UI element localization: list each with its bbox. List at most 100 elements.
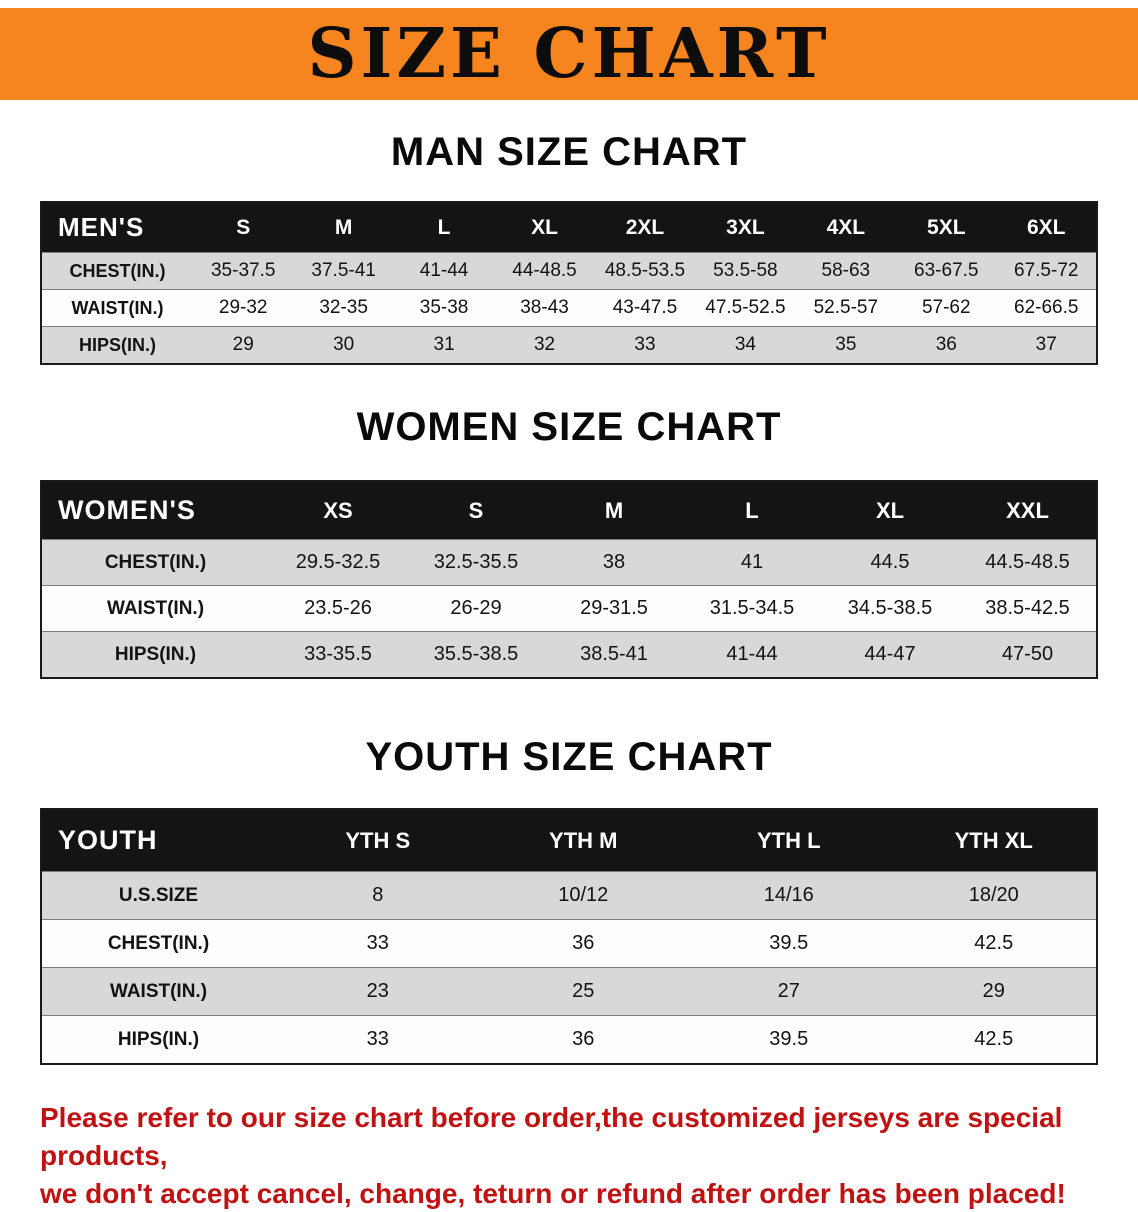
women-size-section: WOMEN SIZE CHART WOMEN'S XS S M L XL XXL CHEST(… (0, 405, 1138, 679)
size-value: 33-35.5 (269, 631, 407, 678)
size-value: 38.5-42.5 (959, 585, 1097, 632)
size-value: 38 (545, 539, 683, 586)
size-value: 31 (393, 326, 495, 364)
size-value: 23 (275, 967, 481, 1016)
size-value: 41-44 (393, 252, 495, 290)
size-value: 47-50 (959, 631, 1097, 678)
size-value: 67.5-72 (996, 252, 1097, 290)
table-row: HIPS(IN.) 29 30 31 32 33 34 35 36 37 (41, 326, 1097, 364)
size-value: 29 (891, 967, 1097, 1016)
table-row: CHEST(IN.) 33 36 39.5 42.5 (41, 919, 1097, 968)
table-row: HIPS(IN.) 33 36 39.5 42.5 (41, 1015, 1097, 1064)
table-header-row: YOUTH YTH S YTH M YTH L YTH XL (41, 809, 1097, 872)
size-column-header: YTH XL (891, 809, 1097, 872)
row-label: HIPS(IN.) (41, 631, 269, 678)
men-size-table: MEN'S S M L XL 2XL 3XL 4XL 5XL 6XL CHEST(IN.) 35-37… (40, 201, 1098, 365)
size-value: 35-38 (393, 289, 495, 327)
size-value: 29 (193, 326, 294, 364)
size-value: 10/12 (480, 871, 686, 920)
size-value: 30 (293, 326, 394, 364)
size-value: 27 (686, 967, 892, 1016)
table-row: CHEST(IN.) 35-37.5 37.5-41 41-44 44-48.5 48.5… (41, 252, 1097, 290)
size-value: 62-66.5 (996, 289, 1097, 327)
size-column-header: 4XL (795, 202, 897, 253)
table-header-row: WOMEN'S XS S M L XL XXL (41, 481, 1097, 540)
order-policy-line-1: Please refer to our size chart before or… (40, 1102, 1063, 1171)
size-value: 25 (480, 967, 686, 1016)
size-value: 38-43 (494, 289, 595, 327)
size-value: 18/20 (891, 871, 1097, 920)
size-column-header: YTH L (686, 809, 892, 872)
size-column-header: XXL (959, 481, 1097, 540)
size-value: 35.5-38.5 (407, 631, 545, 678)
row-label: HIPS(IN.) (41, 326, 193, 364)
row-label: CHEST(IN.) (41, 252, 193, 290)
youth-size-table: YOUTH YTH S YTH M YTH L YTH XL U.S.SIZE 8 10/12… (40, 808, 1098, 1065)
size-value: 34 (695, 326, 796, 364)
size-value: 53.5-58 (695, 252, 796, 290)
women-size-table: WOMEN'S XS S M L XL XXL CHEST(IN.) 29.5-32.5 32.5… (40, 480, 1098, 679)
size-value: 29.5-32.5 (269, 539, 407, 586)
men-size-section: MAN SIZE CHART MEN'S S M L XL 2XL 3XL 4XL 5XL 6XL… (0, 130, 1138, 365)
size-value: 35-37.5 (193, 252, 294, 290)
row-label: U.S.SIZE (41, 871, 275, 920)
size-value: 26-29 (407, 585, 545, 632)
size-value: 44-48.5 (494, 252, 595, 290)
row-label: WAIST(IN.) (41, 585, 269, 632)
size-value: 44-47 (821, 631, 959, 678)
size-column-header: YTH M (480, 809, 686, 872)
size-column-header: 6XL (996, 202, 1097, 253)
size-column-header: XS (269, 481, 407, 540)
table-row: WAIST(IN.) 23.5-26 26-29 29-31.5 31.5-34.5 34… (41, 585, 1097, 632)
row-label: WAIST(IN.) (41, 967, 275, 1016)
row-label: WAIST(IN.) (41, 289, 193, 327)
youth-section-heading: YOUTH SIZE CHART (365, 735, 773, 779)
size-value: 42.5 (891, 1015, 1097, 1064)
table-row: WAIST(IN.) 29-32 32-35 35-38 38-43 43-47.5 47.… (41, 289, 1097, 327)
table-row: HIPS(IN.) 33-35.5 35.5-38.5 38.5-41 41-44 44-… (41, 631, 1097, 678)
size-column-header: XL (494, 202, 595, 253)
size-chart-page: SIZE CHART MAN SIZE CHART MEN'S S M L XL 2XL 3… (0, 8, 1138, 1212)
size-value: 39.5 (686, 1015, 892, 1064)
size-value: 23.5-26 (269, 585, 407, 632)
size-column-header: S (193, 202, 294, 253)
size-value: 8 (275, 871, 481, 920)
size-column-header: YTH S (275, 809, 481, 872)
size-column-header: L (683, 481, 821, 540)
size-column-header: M (545, 481, 683, 540)
table-row: WAIST(IN.) 23 25 27 29 (41, 967, 1097, 1016)
size-value: 42.5 (891, 919, 1097, 968)
row-label: HIPS(IN.) (41, 1015, 275, 1064)
size-value: 31.5-34.5 (683, 585, 821, 632)
size-value: 41-44 (683, 631, 821, 678)
size-value: 36 (896, 326, 997, 364)
size-value: 44.5-48.5 (959, 539, 1097, 586)
order-policy-line-2: we don't accept cancel, change, teturn o… (40, 1177, 1066, 1209)
size-value: 57-62 (896, 289, 997, 327)
row-label: CHEST(IN.) (41, 919, 275, 968)
size-value: 43-47.5 (594, 289, 696, 327)
size-value: 29-32 (193, 289, 294, 327)
table-corner-label: WOMEN'S (41, 481, 269, 540)
size-column-header: L (393, 202, 495, 253)
banner-title: SIZE CHART (307, 14, 831, 94)
size-column-header: S (407, 481, 545, 540)
size-value: 37 (996, 326, 1097, 364)
size-value: 47.5-52.5 (695, 289, 796, 327)
size-column-header: 5XL (896, 202, 997, 253)
women-section-heading: WOMEN SIZE CHART (356, 405, 782, 449)
size-value: 33 (275, 1015, 481, 1064)
size-value: 32.5-35.5 (407, 539, 545, 586)
size-value: 48.5-53.5 (594, 252, 696, 290)
size-column-header: 2XL (594, 202, 696, 253)
size-column-header: XL (821, 481, 959, 540)
size-chart-banner: SIZE CHART (0, 8, 1138, 100)
table-corner-label: YOUTH (41, 809, 275, 872)
size-value: 35 (795, 326, 897, 364)
table-row: CHEST(IN.) 29.5-32.5 32.5-35.5 38 41 44.5 44.5… (41, 539, 1097, 586)
size-value: 63-67.5 (896, 252, 997, 290)
size-value: 32-35 (293, 289, 394, 327)
size-value: 58-63 (795, 252, 897, 290)
size-value: 29-31.5 (545, 585, 683, 632)
youth-size-section: YOUTH SIZE CHART YOUTH YTH S YTH M YTH L YTH… (0, 735, 1138, 1065)
